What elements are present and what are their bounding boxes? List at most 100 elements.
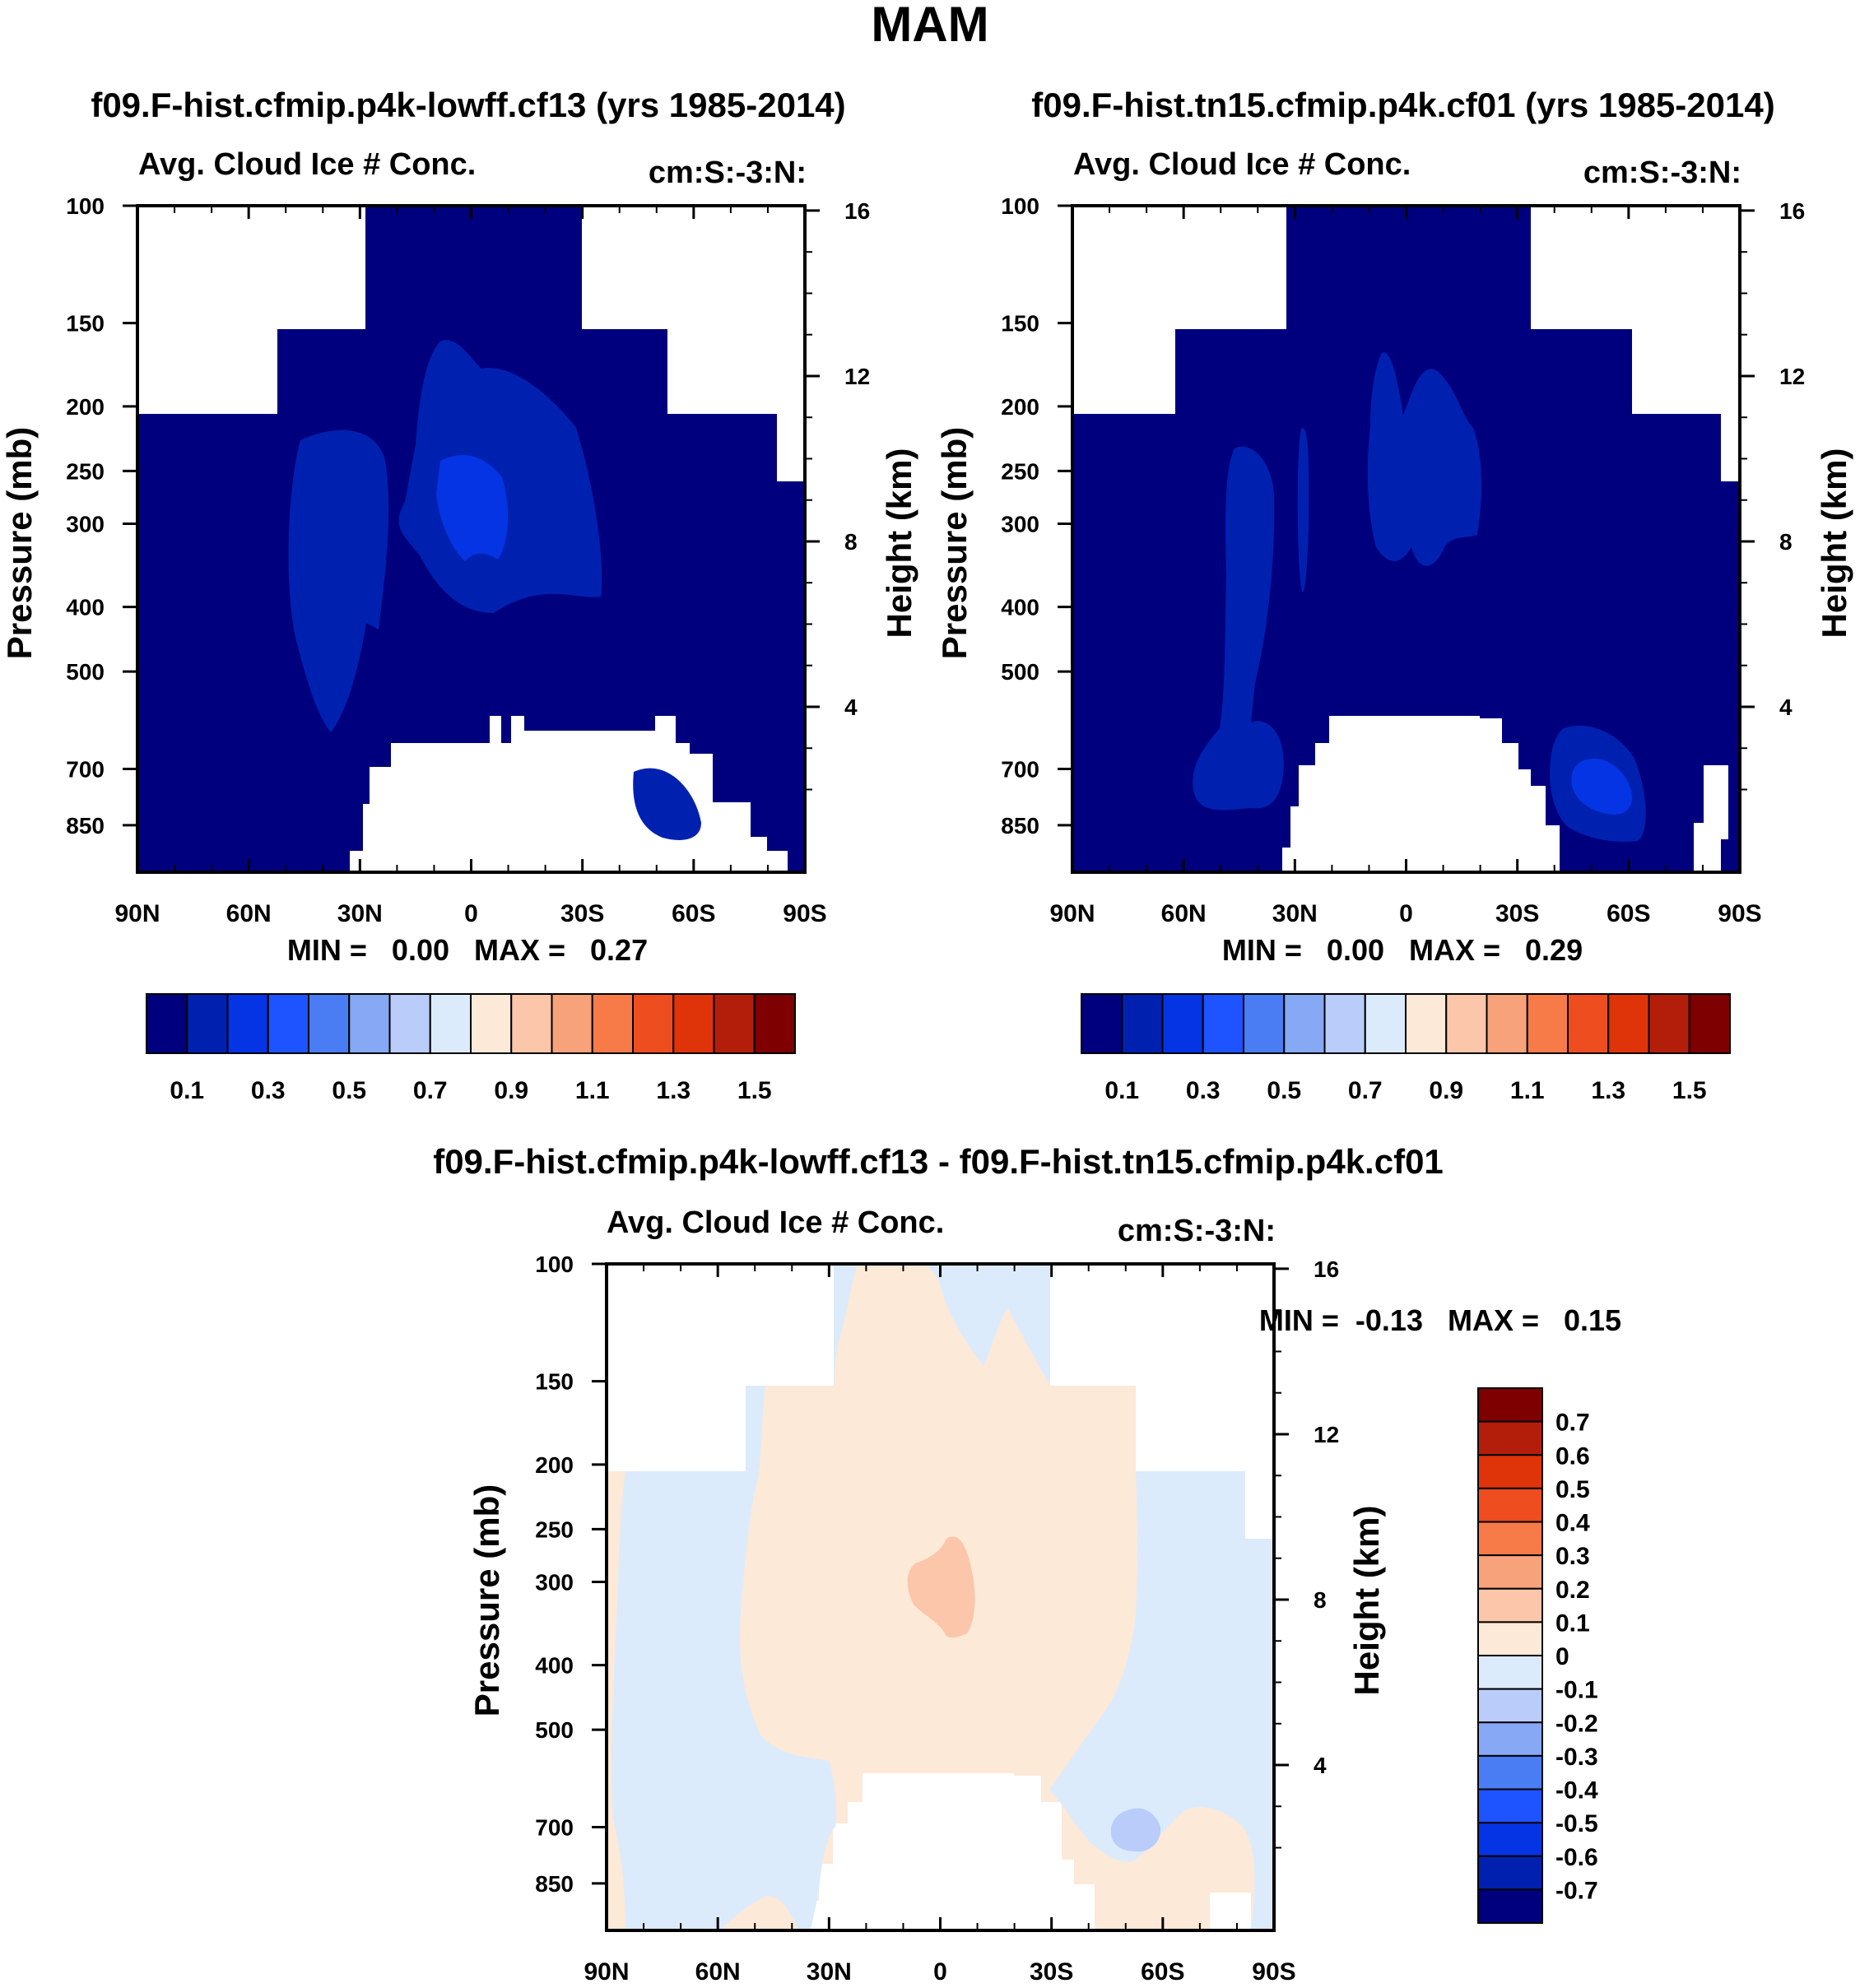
- colorbar-label: 0.5: [1267, 1077, 1301, 1104]
- colorbar-swatch: [1486, 993, 1528, 1054]
- contour-0.1: [1193, 446, 1284, 811]
- colorbar-swatch: [1477, 1788, 1543, 1824]
- colorbar-swatch: [186, 993, 229, 1054]
- x-tick-label: 60N: [695, 1958, 741, 1986]
- contour-0.1: [288, 430, 389, 732]
- x-tick-label: 60S: [1607, 900, 1650, 927]
- panel-subtitle-right: cm:S:-3:N:: [649, 156, 807, 190]
- colorbar-label: 0: [1555, 1643, 1569, 1670]
- axis-label-y-right: Height (km): [1815, 448, 1853, 639]
- panel-title: f09.F-hist.cfmip.p4k-lowff.cf13 - f09.F-…: [433, 1142, 1444, 1181]
- y-tick-label: 250: [66, 458, 105, 484]
- contour-0.1: [1367, 352, 1481, 566]
- colorbar-label: 1.5: [1672, 1077, 1707, 1104]
- colorbar-swatch: [1477, 1587, 1543, 1623]
- panel-title: f09.F-hist.cfmip.p4k-lowff.cf13 (yrs 198…: [91, 86, 845, 124]
- y-tick-label: 700: [66, 757, 105, 783]
- y-tick-label: 200: [66, 394, 105, 420]
- colorbar-swatch: [1607, 993, 1650, 1054]
- colorbar-label: 0.7: [413, 1077, 448, 1104]
- y-right-tick-label: 8: [844, 529, 858, 555]
- plot-area: 90N 60N 30N 0 30S 60S 90S 100 150 200 250 300 400 500…: [535, 1252, 1339, 1986]
- colorbar-swatch: [308, 993, 351, 1054]
- colorbar-label: 0.9: [494, 1077, 528, 1104]
- y-tick-label: 500: [535, 1717, 574, 1743]
- colorbar-swatch: [1323, 993, 1366, 1054]
- colorbar-swatch: [146, 993, 188, 1054]
- colorbar-label: 0.1: [1104, 1077, 1139, 1104]
- axis-ticks: 90N 60N 30N 0 30S 60S 90S 100 150 200 250 300 400 500…: [1001, 193, 1805, 927]
- colorbar-swatch: [226, 993, 269, 1054]
- y-tick-label: 850: [535, 1871, 574, 1897]
- y-tick-label: 250: [1001, 458, 1039, 484]
- colorbar-label: 1.1: [575, 1077, 610, 1104]
- colorbar-swatch: [1477, 1888, 1543, 1924]
- x-tick-label: 90S: [783, 900, 826, 927]
- colorbar-swatch: [591, 993, 634, 1054]
- colorbar-swatch: [1477, 1688, 1543, 1724]
- contour-0.1-to-0.2: [907, 1536, 975, 1638]
- y-right-tick-label: 12: [1314, 1422, 1339, 1447]
- y-tick-label: 100: [535, 1252, 574, 1277]
- stats-text: MIN = -0.13 MAX = 0.15: [1259, 1303, 1621, 1337]
- plot-area: 90N 60N 30N 0 30S 60S 90S 100 150 200 250 300 400 500…: [66, 193, 870, 927]
- colorbar-swatch: [1477, 1754, 1543, 1791]
- colorbar-swatch: [429, 993, 472, 1054]
- y-tick-label: 400: [535, 1653, 574, 1679]
- y-tick-label: 850: [66, 813, 105, 838]
- y-tick-label: 300: [1001, 511, 1039, 536]
- colorbar-label: -0.7: [1555, 1877, 1598, 1904]
- contour-0.2: [1571, 758, 1633, 815]
- stats-text: MIN = 0.00 MAX = 0.29: [1222, 933, 1583, 967]
- x-tick-label: 60N: [226, 900, 272, 927]
- x-tick-label: 60S: [1141, 1958, 1184, 1986]
- panel-left: f09.F-hist.cfmip.p4k-lowff.cf13 (yrs 198…: [0, 86, 918, 1104]
- y-right-tick-label: 12: [844, 364, 870, 389]
- contour--0.1-to-0: [834, 1264, 1050, 1386]
- y-tick-label: 400: [66, 595, 105, 620]
- panel-subtitle-right: cm:S:-3:N:: [1583, 156, 1741, 190]
- y-right-tick-label: 16: [1314, 1256, 1339, 1282]
- colorbar-swatch: [1477, 1487, 1543, 1523]
- panel-diff: f09.F-hist.cfmip.p4k-lowff.cf13 - f09.F-…: [433, 1142, 1621, 1986]
- colorbar-swatch: [1477, 1655, 1543, 1690]
- colorbar-swatch: [1243, 993, 1286, 1054]
- colorbar: 0.1 0.3 0.5 0.7 0.9 1.1 1.3 1.5: [146, 993, 796, 1104]
- colorbar-swatch: [267, 993, 309, 1054]
- x-tick-label: 30N: [807, 1958, 852, 1986]
- y-right-tick-label: 16: [844, 198, 870, 224]
- y-right-tick-label: 12: [1779, 364, 1805, 389]
- contour--0.3-to--0.2: [1110, 1808, 1161, 1852]
- panel-subtitle-left: Avg. Cloud Ice # Conc.: [138, 147, 476, 182]
- axis-label-y: Pressure (mb): [935, 427, 974, 659]
- colorbar-label: 0.3: [251, 1077, 286, 1104]
- colorbar-swatch: [632, 993, 675, 1054]
- contour-0.2: [436, 454, 509, 561]
- colorbar-swatch: [1477, 1822, 1543, 1857]
- colorbar-label: -0.6: [1555, 1844, 1598, 1871]
- y-tick-label: 150: [1001, 311, 1039, 337]
- colorbar-label: 1.5: [737, 1077, 772, 1104]
- colorbar-swatch: [1477, 1621, 1543, 1656]
- colorbar-label: -0.2: [1555, 1710, 1598, 1737]
- colorbar-label: 0.7: [1555, 1410, 1590, 1437]
- x-tick-label: 30N: [337, 900, 383, 927]
- colorbar-label: -0.4: [1555, 1777, 1598, 1805]
- x-tick-label: 30S: [1030, 1958, 1073, 1986]
- x-tick-label: 90N: [114, 900, 160, 927]
- colorbar-label: 0.7: [1348, 1077, 1383, 1104]
- panel-title: f09.F-hist.tn15.cfmip.p4k.cf01 (yrs 1985…: [1031, 86, 1774, 124]
- y-right-tick-label: 4: [1314, 1753, 1327, 1778]
- axis-label-y: Pressure (mb): [467, 1484, 506, 1716]
- panel-right: f09.F-hist.tn15.cfmip.p4k.cf01 (yrs 1985…: [935, 86, 1853, 1104]
- colorbar-label: -0.3: [1555, 1744, 1598, 1771]
- colorbar-label: 0.3: [1555, 1543, 1590, 1570]
- x-tick-label: 30S: [560, 900, 604, 927]
- plot-area: 90N 60N 30N 0 30S 60S 90S 100 150 200 250 300 400 500…: [1001, 193, 1805, 927]
- y-tick-label: 250: [535, 1517, 574, 1542]
- stats-text: MIN = 0.00 MAX = 0.27: [287, 933, 648, 967]
- colorbar-swatch: [1567, 993, 1610, 1054]
- x-tick-label: 90S: [1718, 900, 1761, 927]
- x-tick-label: 60S: [672, 900, 715, 927]
